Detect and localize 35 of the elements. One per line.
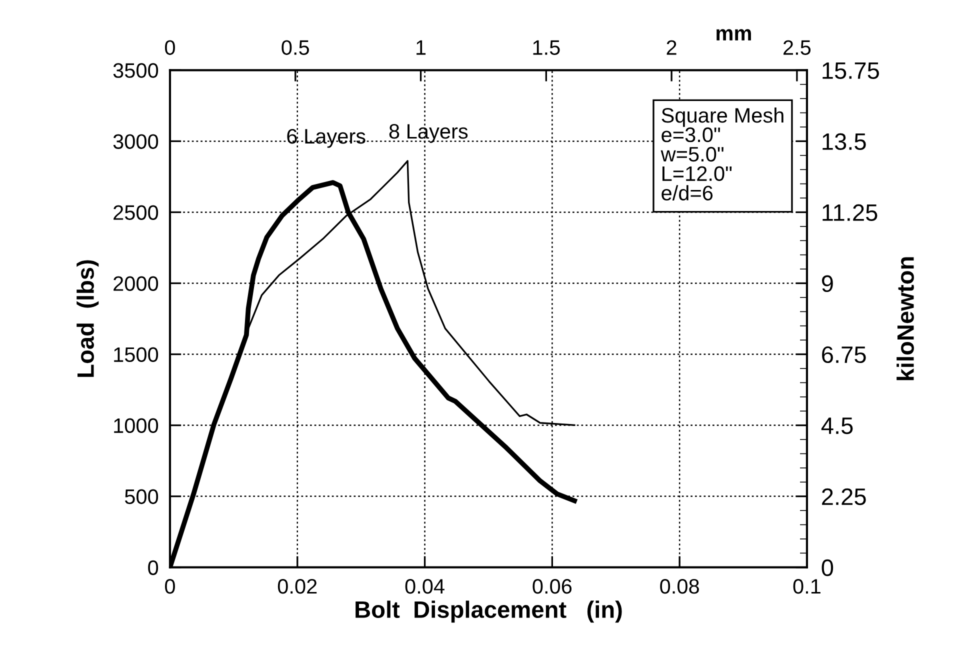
x2-tick-label: 2 bbox=[666, 40, 676, 55]
y-tick-label: 500 bbox=[124, 489, 158, 504]
y-tick-label: 3000 bbox=[113, 134, 158, 149]
y-tick-label: 2000 bbox=[114, 276, 158, 291]
y2-tick-label: 4.5 bbox=[821, 418, 853, 434]
y-tick-label: 2500 bbox=[114, 205, 158, 220]
x-tick-label: 0.04 bbox=[405, 578, 444, 594]
x2-tick-label: 0.5 bbox=[282, 40, 309, 55]
x2-tick-label: 1.5 bbox=[533, 40, 560, 55]
y2-tick-label: 2.25 bbox=[822, 488, 866, 506]
x-tick-label: 0.06 bbox=[532, 578, 572, 594]
x2-tick-label: 2.5 bbox=[784, 40, 811, 55]
x2-tick-label: 0 bbox=[165, 40, 175, 55]
y2-tick-label: 15.75 bbox=[822, 62, 879, 79]
y2-tick-label: 0 bbox=[822, 559, 834, 576]
text: 6 Layers bbox=[287, 128, 366, 148]
x-axis-title: Bolt Displacement (in) bbox=[356, 600, 622, 623]
y-tick-label: 3500 bbox=[113, 63, 158, 78]
x2-axis-title: mm bbox=[716, 29, 751, 40]
x-tick-label: 0 bbox=[165, 578, 175, 594]
y2-tick-label: 6.75 bbox=[822, 346, 866, 364]
x-tick-label: 0.08 bbox=[660, 578, 699, 594]
series-label: 8 Layers bbox=[389, 124, 468, 143]
y-tick-label: 1000 bbox=[114, 418, 158, 434]
x-tick-label: 0.1 bbox=[793, 578, 820, 594]
y2-tick-label: 13.5 bbox=[822, 133, 866, 150]
y2-tick-label: 9 bbox=[822, 275, 833, 292]
y-axis-title: Load (lbs) bbox=[76, 260, 99, 377]
y-tick-label: 0 bbox=[148, 560, 158, 576]
annotation: Square Mesh e=3.0" w=5.0" L=12.0" e/d=6 bbox=[660, 107, 784, 200]
y2-tick-label: 11.25 bbox=[822, 204, 878, 222]
y2-axis-title: kiloNewton bbox=[896, 257, 914, 380]
x-tick-label: 0.02 bbox=[278, 578, 317, 594]
x2-tick-label: 1 bbox=[416, 40, 426, 55]
y-tick-label: 1500 bbox=[114, 347, 158, 362]
